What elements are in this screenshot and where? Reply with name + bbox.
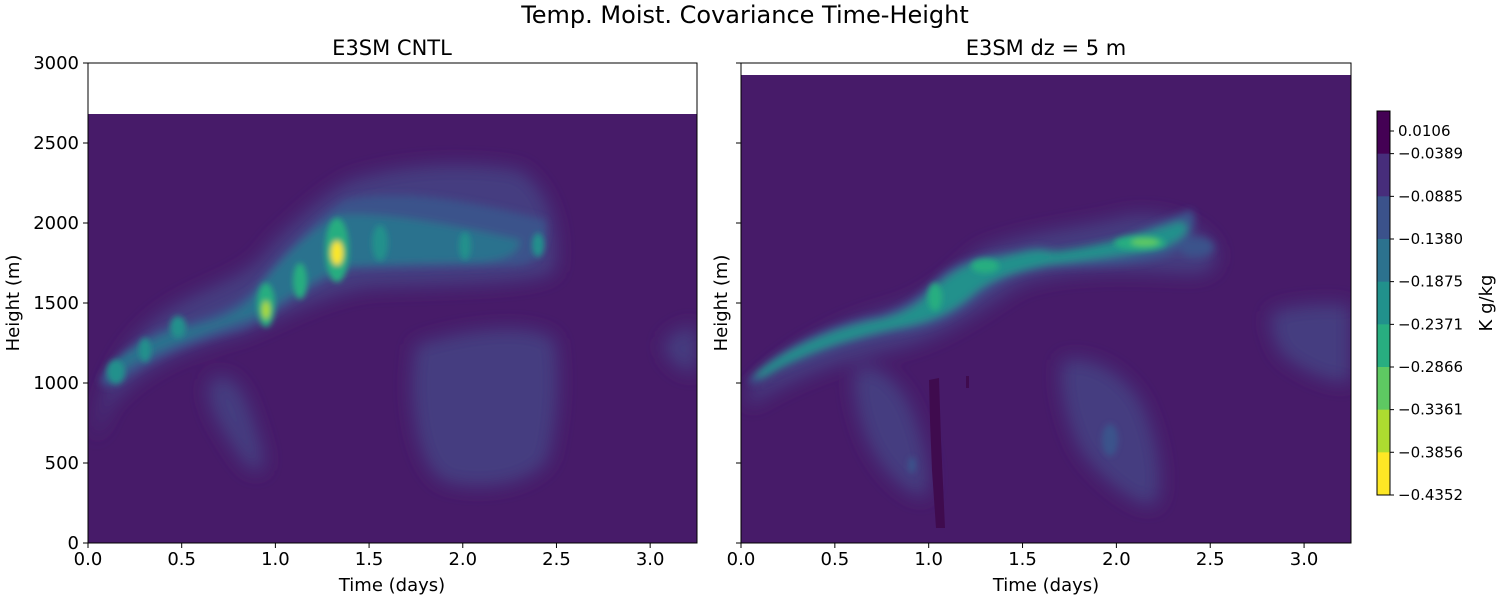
hotspots (908, 236, 1166, 473)
hotspot (107, 360, 125, 384)
hotspot (532, 233, 544, 257)
hotspot (262, 301, 270, 319)
x-tick-label: 1.5 (355, 549, 384, 570)
x-axis-ticks: 0.0 0.5 1.0 1.5 2.0 2.5 3.0 (74, 543, 665, 570)
y-tick-label: 2000 (33, 213, 79, 234)
x-tick-label: 2.0 (1102, 549, 1131, 570)
hotspot (331, 241, 343, 265)
y-tick-label: 3000 (33, 53, 79, 74)
hotspots (107, 218, 544, 384)
colorbar-step (1377, 367, 1390, 411)
positive-streak (929, 378, 945, 528)
panel-title: E3SM CNTL (332, 36, 452, 60)
x-axis-label: Time (days) (338, 575, 445, 596)
y-axis-label: Height (m) (3, 255, 24, 352)
x-tick-label: 0.5 (167, 549, 196, 570)
heatmap-field (88, 114, 697, 543)
figure-title: Temp. Moist. Covariance Time-Height (520, 1, 969, 29)
colorbar-step (1377, 281, 1390, 325)
y-axis-ticks: 0 500 1000 1500 2000 2500 3000 (33, 53, 88, 554)
x-axis-ticks: 0.0 0.5 1.0 1.5 2.0 2.5 3.0 (727, 543, 1319, 570)
y-tick-label: 1000 (33, 373, 79, 394)
right-patch (665, 326, 697, 373)
colorbar-step (1377, 239, 1390, 283)
x-tick-label: 2.5 (1196, 549, 1225, 570)
positive-dot (966, 376, 969, 388)
hotspot (293, 263, 307, 299)
y-axis-ticks (736, 62, 741, 544)
colorbar-step (1377, 324, 1390, 368)
band-mid (748, 210, 1195, 385)
x-tick-label: 2.0 (448, 549, 477, 570)
right-patch (1270, 304, 1351, 383)
lower-patch-2 (412, 328, 558, 487)
hotspot (139, 338, 151, 362)
band-inner (108, 214, 520, 373)
hotspot (170, 316, 186, 338)
colorbar-tick-label: −0.2371 (1398, 315, 1463, 333)
y-tick-label: 1500 (33, 293, 79, 314)
colorbar-step (1377, 153, 1390, 197)
colorbar-step (1377, 452, 1390, 496)
hotspot (372, 225, 388, 261)
colorbar-steps (1377, 111, 1390, 496)
x-tick-label: 3.0 (1290, 549, 1319, 570)
x-tick-label: 0.5 (821, 549, 850, 570)
y-tick-label: 2500 (33, 133, 79, 154)
lower-patch-1 (208, 376, 264, 472)
hotspot (971, 259, 999, 273)
colorbar-label: K g/kg (1476, 275, 1497, 332)
colorbar-tick-label: 0.0106 (1398, 122, 1451, 140)
colorbar-ticks: 0.0106 −0.0389 −0.0885 −0.1380 −0.1875 −0.237… (1390, 122, 1463, 504)
y-axis-label: Height (m) (711, 255, 732, 352)
panel-dz5: E3SM dz = 5 m (711, 36, 1352, 596)
colorbar-tick-label: −0.0885 (1398, 187, 1463, 205)
y-tick-label: 500 (45, 453, 79, 474)
colorbar: 0.0106 −0.0389 −0.0885 −0.1380 −0.1875 −0.237… (1376, 110, 1497, 504)
hotspot (928, 283, 942, 311)
colorbar-tick-label: −0.0389 (1398, 145, 1463, 163)
heatmap-field (741, 75, 1351, 543)
band-right-blob (1178, 237, 1214, 257)
hotspot (459, 232, 471, 260)
x-tick-label: 2.5 (542, 549, 571, 570)
hotspot (1131, 238, 1159, 246)
band-core (100, 195, 546, 387)
colorbar-tick-label: −0.3361 (1398, 401, 1463, 419)
colorbar-tick-label: −0.1380 (1398, 230, 1463, 248)
colorbar-tick-label: −0.3856 (1398, 443, 1463, 461)
colorbar-tick-label: −0.4352 (1398, 486, 1463, 504)
x-axis-label: Time (days) (992, 575, 1099, 596)
hotspot (1102, 424, 1118, 456)
x-tick-label: 1.0 (914, 549, 943, 570)
x-tick-label: 1.0 (261, 549, 290, 570)
x-tick-label: 0.0 (727, 549, 756, 570)
colorbar-frame (1376, 110, 1391, 496)
colorbar-step (1377, 409, 1390, 453)
colorbar-step (1377, 111, 1390, 155)
x-tick-label: 3.0 (636, 549, 665, 570)
x-tick-label: 1.5 (1008, 549, 1037, 570)
hotspot (908, 457, 916, 473)
y-tick-label: 0 (68, 533, 79, 554)
colorbar-tick-label: −0.2866 (1398, 358, 1463, 376)
panel-cntl: E3SM CNTL (3, 36, 698, 596)
field-background (741, 75, 1351, 543)
colorbar-step (1377, 196, 1390, 240)
x-tick-label: 0.0 (74, 549, 103, 570)
colorbar-tick-label: −0.1875 (1398, 273, 1463, 291)
panel-title: E3SM dz = 5 m (966, 36, 1127, 60)
